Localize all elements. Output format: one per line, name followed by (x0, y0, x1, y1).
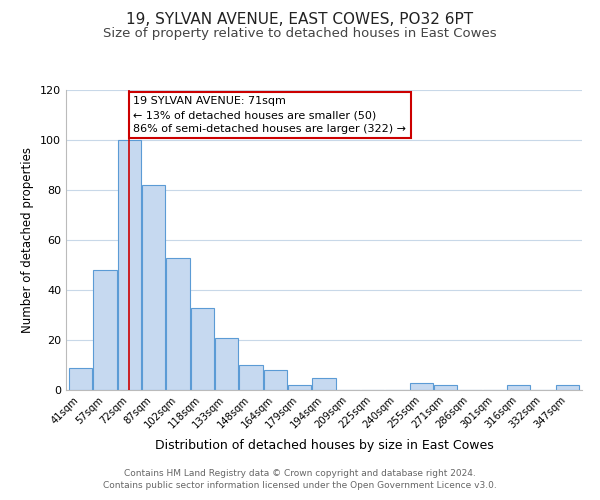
Text: Contains public sector information licensed under the Open Government Licence v3: Contains public sector information licen… (103, 481, 497, 490)
Bar (556, 385, 579, 390)
Bar (215, 338, 238, 390)
Y-axis label: Number of detached properties: Number of detached properties (22, 147, 34, 333)
Bar (434, 385, 457, 390)
Text: 19 SYLVAN AVENUE: 71sqm
← 13% of detached houses are smaller (50)
86% of semi-de: 19 SYLVAN AVENUE: 71sqm ← 13% of detache… (133, 96, 406, 134)
Text: Contains HM Land Registry data © Crown copyright and database right 2024.: Contains HM Land Registry data © Crown c… (124, 468, 476, 477)
Bar (191, 308, 214, 390)
Text: 19, SYLVAN AVENUE, EAST COWES, PO32 6PT: 19, SYLVAN AVENUE, EAST COWES, PO32 6PT (127, 12, 473, 28)
Bar (264, 370, 287, 390)
Bar (410, 382, 433, 390)
X-axis label: Distribution of detached houses by size in East Cowes: Distribution of detached houses by size … (155, 439, 493, 452)
Bar (69, 368, 92, 390)
Bar (313, 378, 335, 390)
Bar (94, 270, 116, 390)
Bar (507, 385, 530, 390)
Bar (142, 185, 165, 390)
Bar (239, 365, 263, 390)
Bar (118, 140, 141, 390)
Bar (166, 258, 190, 390)
Text: Size of property relative to detached houses in East Cowes: Size of property relative to detached ho… (103, 28, 497, 40)
Bar (288, 385, 311, 390)
